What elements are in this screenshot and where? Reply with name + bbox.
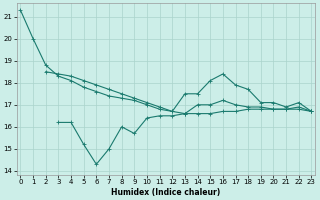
- X-axis label: Humidex (Indice chaleur): Humidex (Indice chaleur): [111, 188, 220, 197]
